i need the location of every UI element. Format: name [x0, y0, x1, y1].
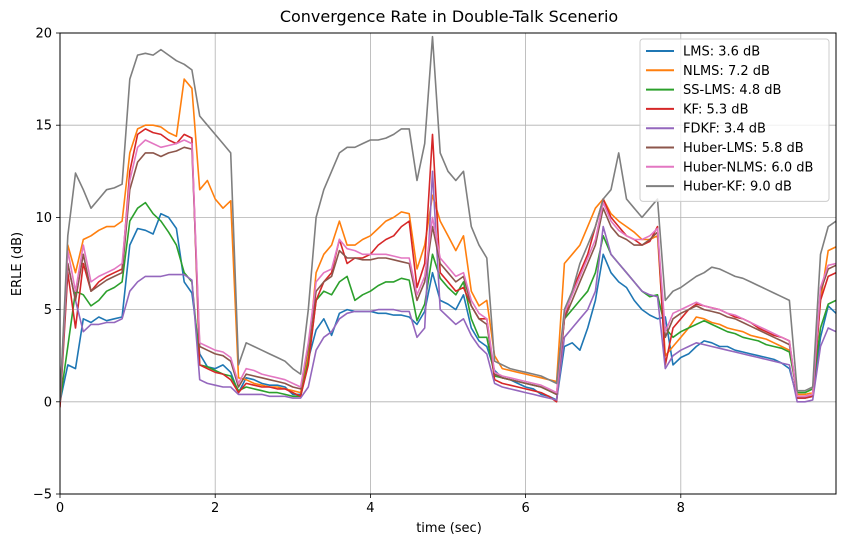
legend-entry: LMS: 3.6 dB	[683, 45, 760, 60]
series-line-1	[60, 212, 836, 402]
legend-entry: Huber-KF: 9.0 dB	[683, 180, 792, 195]
legend-entry: Huber-LMS: 5.8 dB	[683, 141, 804, 156]
x-tick-label: 6	[521, 501, 529, 516]
legend-entry: Huber-NLMS: 6.0 dB	[683, 160, 813, 175]
x-tick-label: 0	[56, 501, 64, 516]
series-line-8	[60, 35, 836, 402]
legend-box	[639, 38, 830, 202]
series-line-2	[60, 78, 836, 402]
legend-entry: FDKF: 3.4 dB	[683, 122, 766, 137]
x-axis-label: time (sec)	[416, 521, 482, 536]
y-tick-label: 20	[35, 27, 52, 42]
x-tick-label: 8	[677, 501, 685, 516]
axis-ticks: 0 2 4 6 8 −5 0 5 10 15 20	[33, 27, 685, 517]
plot-area	[60, 35, 836, 408]
axes-frame	[59, 32, 837, 495]
y-tick-label: −5	[33, 488, 52, 503]
y-tick-label: 0	[44, 395, 52, 410]
y-axis-label: ERLE (dB)	[10, 232, 25, 296]
x-tick-label: 4	[366, 501, 374, 516]
legend-entry: SS-LMS: 4.8 dB	[683, 83, 781, 98]
x-tick-label: 2	[211, 501, 219, 516]
series-line-6	[60, 146, 836, 402]
series-line-7	[60, 139, 836, 402]
legend-entry: KF: 5.3 dB	[683, 102, 748, 117]
chart-title: Convergence Rate in Double-Talk Scenerio	[280, 7, 618, 26]
legend-entry: NLMS: 7.2 dB	[683, 64, 770, 79]
y-tick-label: 5	[44, 303, 52, 318]
y-tick-label: 10	[35, 211, 52, 226]
legend: LMS: 3.6 dB NLMS: 7.2 dB SS-LMS: 4.8 dB KF:…	[639, 38, 830, 202]
series-line-5	[60, 170, 836, 403]
y-tick-label: 15	[35, 119, 52, 134]
